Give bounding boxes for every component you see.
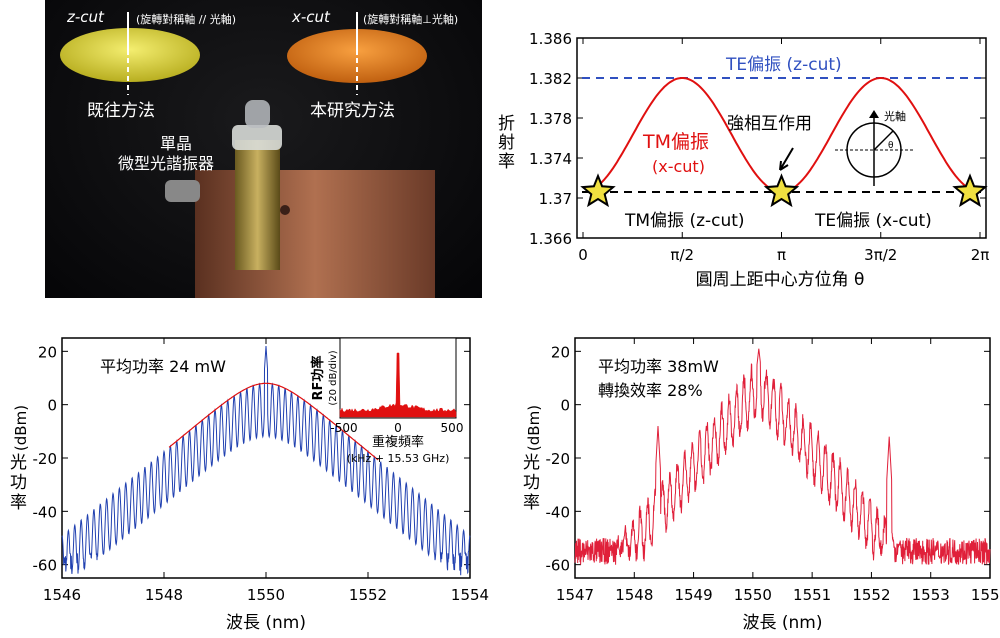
inset-rf-spectrum: [339, 352, 457, 418]
x-tick-label: 1546: [43, 586, 81, 604]
conversion-efficiency-annotation: 轉換效率 28%: [598, 381, 703, 400]
x-axis-label: 波長 (nm): [226, 613, 306, 633]
spectrum-line: [574, 348, 991, 565]
tm-xcut-sublabel: (x-cut): [652, 157, 705, 176]
x-tick-label: 1553: [912, 586, 950, 604]
x-axis-label: 圓周上距中心方位角 θ: [696, 270, 865, 290]
x-tick-label: 1548: [145, 586, 183, 604]
theta-label: θ: [888, 141, 894, 151]
inset-x-tick-label: 500: [441, 421, 464, 435]
refractive-index-y-axis-label: 折射率: [494, 114, 514, 171]
x-tick-label: 1550: [734, 586, 772, 604]
refractive-index-chart: 1.366 1.37 1.374 1.378 1.382 1.386 0 π/2 π 3π/2 2π…: [529, 30, 989, 290]
zcut-disk: [60, 28, 200, 82]
star-marker: [763, 173, 800, 208]
zcut-label: z-cut: [67, 8, 104, 26]
xcut-note: (旋轉對稱軸⊥光軸): [363, 13, 459, 26]
previous-method-label: 既往方法: [87, 101, 155, 121]
x-tick-label: 1554: [451, 586, 489, 604]
x-tick-label: π/2: [670, 246, 694, 264]
inset-y-unit: (20 dB/div): [328, 350, 339, 405]
x-tick-label: π: [777, 246, 786, 264]
te-xcut-label: TE偏振 (x-cut): [814, 211, 932, 231]
sech2-fit-line: [168, 382, 379, 461]
y-tick-label: -60: [33, 557, 58, 575]
xcut-disk: [287, 29, 427, 83]
inset-x-label: 重複頻率: [372, 434, 424, 450]
x-tick-label: 1550: [247, 586, 285, 604]
avg-power-annotation: 平均功率 24 mW: [100, 357, 226, 376]
avg-power-annotation: 平均功率 38mW: [598, 357, 719, 376]
optic-axis-arrow-icon: [869, 110, 879, 118]
y-tick-label: -20: [33, 450, 58, 468]
y-tick-label: 1.386: [529, 30, 572, 48]
y-tick-label: 20: [38, 343, 57, 361]
crystal-top: [245, 100, 270, 128]
x-axis-label: 波長 (nm): [742, 613, 822, 633]
spectrum-24mw-chart: 1546 1548 1550 1552 1554 20 0 -20 -40 -60 光功率 (dBm)…: [10, 337, 489, 633]
x-tick-label: 1547: [556, 586, 594, 604]
y-axis-label: 率: [523, 493, 540, 513]
y-tick-label: 1.37: [539, 190, 572, 208]
inset-y-label: RF功率: [310, 356, 326, 401]
y-tick-label: -40: [33, 503, 58, 521]
xcut-label: x-cut: [292, 8, 330, 26]
x-tick-label: 1552: [349, 586, 387, 604]
brass-post: [235, 140, 280, 270]
resonator-photo: z-cut (旋轉對稱軸 // 光軸) x-cut (旋轉對稱軸⊥光軸) 既往方…: [45, 0, 482, 298]
y-tick-label: 20: [551, 343, 570, 361]
tm-zcut-label: TM偏振 (z-cut): [624, 211, 745, 231]
y-tick-label: 1.378: [529, 110, 572, 128]
mount-screw: [165, 180, 200, 202]
y-axis-unit: (dBm): [12, 405, 30, 451]
y-axis-label: 光: [10, 453, 27, 473]
crystal: [232, 125, 282, 150]
x-tick-label: 1549: [674, 586, 712, 604]
arrow-icon: [779, 147, 794, 171]
y-tick-label: -40: [546, 503, 571, 521]
strong-interaction-label: 強相互作用: [727, 114, 812, 134]
x-tick-label: 3π/2: [864, 246, 897, 264]
y-tick-label: 1.382: [529, 70, 572, 88]
spectrum-line: [61, 345, 471, 576]
y-axis-label: 功: [10, 473, 27, 493]
y-axis-label: 光: [523, 453, 540, 473]
x-tick-label: 1548: [615, 586, 653, 604]
photo-illustration: [60, 12, 435, 298]
x-tick-label: 2π: [971, 246, 990, 264]
x-tick-label: 1551: [793, 586, 831, 604]
y-tick-label: 0: [47, 397, 57, 415]
inset-x-tick-label: 0: [394, 421, 402, 435]
y-tick-label: 1.366: [529, 230, 572, 248]
x-tick-label: 1554: [971, 586, 1000, 604]
y-axis-label: 功: [523, 473, 540, 493]
star-marker: [580, 173, 616, 208]
inset-x-unit: (kHz + 15.53 GHz): [347, 452, 450, 465]
x-tick-label: 0: [578, 246, 588, 264]
this-method-label: 本研究方法: [310, 101, 395, 121]
tm-xcut-label: TM偏振: [642, 131, 709, 153]
te-zcut-label: TE偏振 (z-cut): [725, 55, 842, 75]
resonator-label-2: 微型光諧振器: [118, 154, 215, 173]
optic-axis-label: 光軸: [884, 109, 906, 123]
y-axis-unit: (dBm): [525, 405, 543, 451]
zcut-note: (旋轉對稱軸 // 光軸): [136, 13, 236, 26]
inset-x-tick-label: -500: [330, 421, 357, 435]
spectrum-38mw-chart: 1547 1548 1549 1550 1551 1552 1553 1554 20 0 -20 -4…: [523, 337, 1000, 633]
y-tick-label: 1.374: [529, 150, 572, 168]
y-tick-label: 0: [560, 397, 570, 415]
y-tick-label: -60: [546, 557, 571, 575]
resonator-label-1: 單晶: [160, 134, 193, 153]
x-tick-label: 1552: [852, 586, 890, 604]
y-tick-label: -20: [546, 450, 571, 468]
theta-radius: [873, 130, 894, 151]
y-axis-label: 率: [10, 493, 27, 513]
mount-hole: [280, 205, 290, 215]
star-marker: [952, 173, 988, 208]
